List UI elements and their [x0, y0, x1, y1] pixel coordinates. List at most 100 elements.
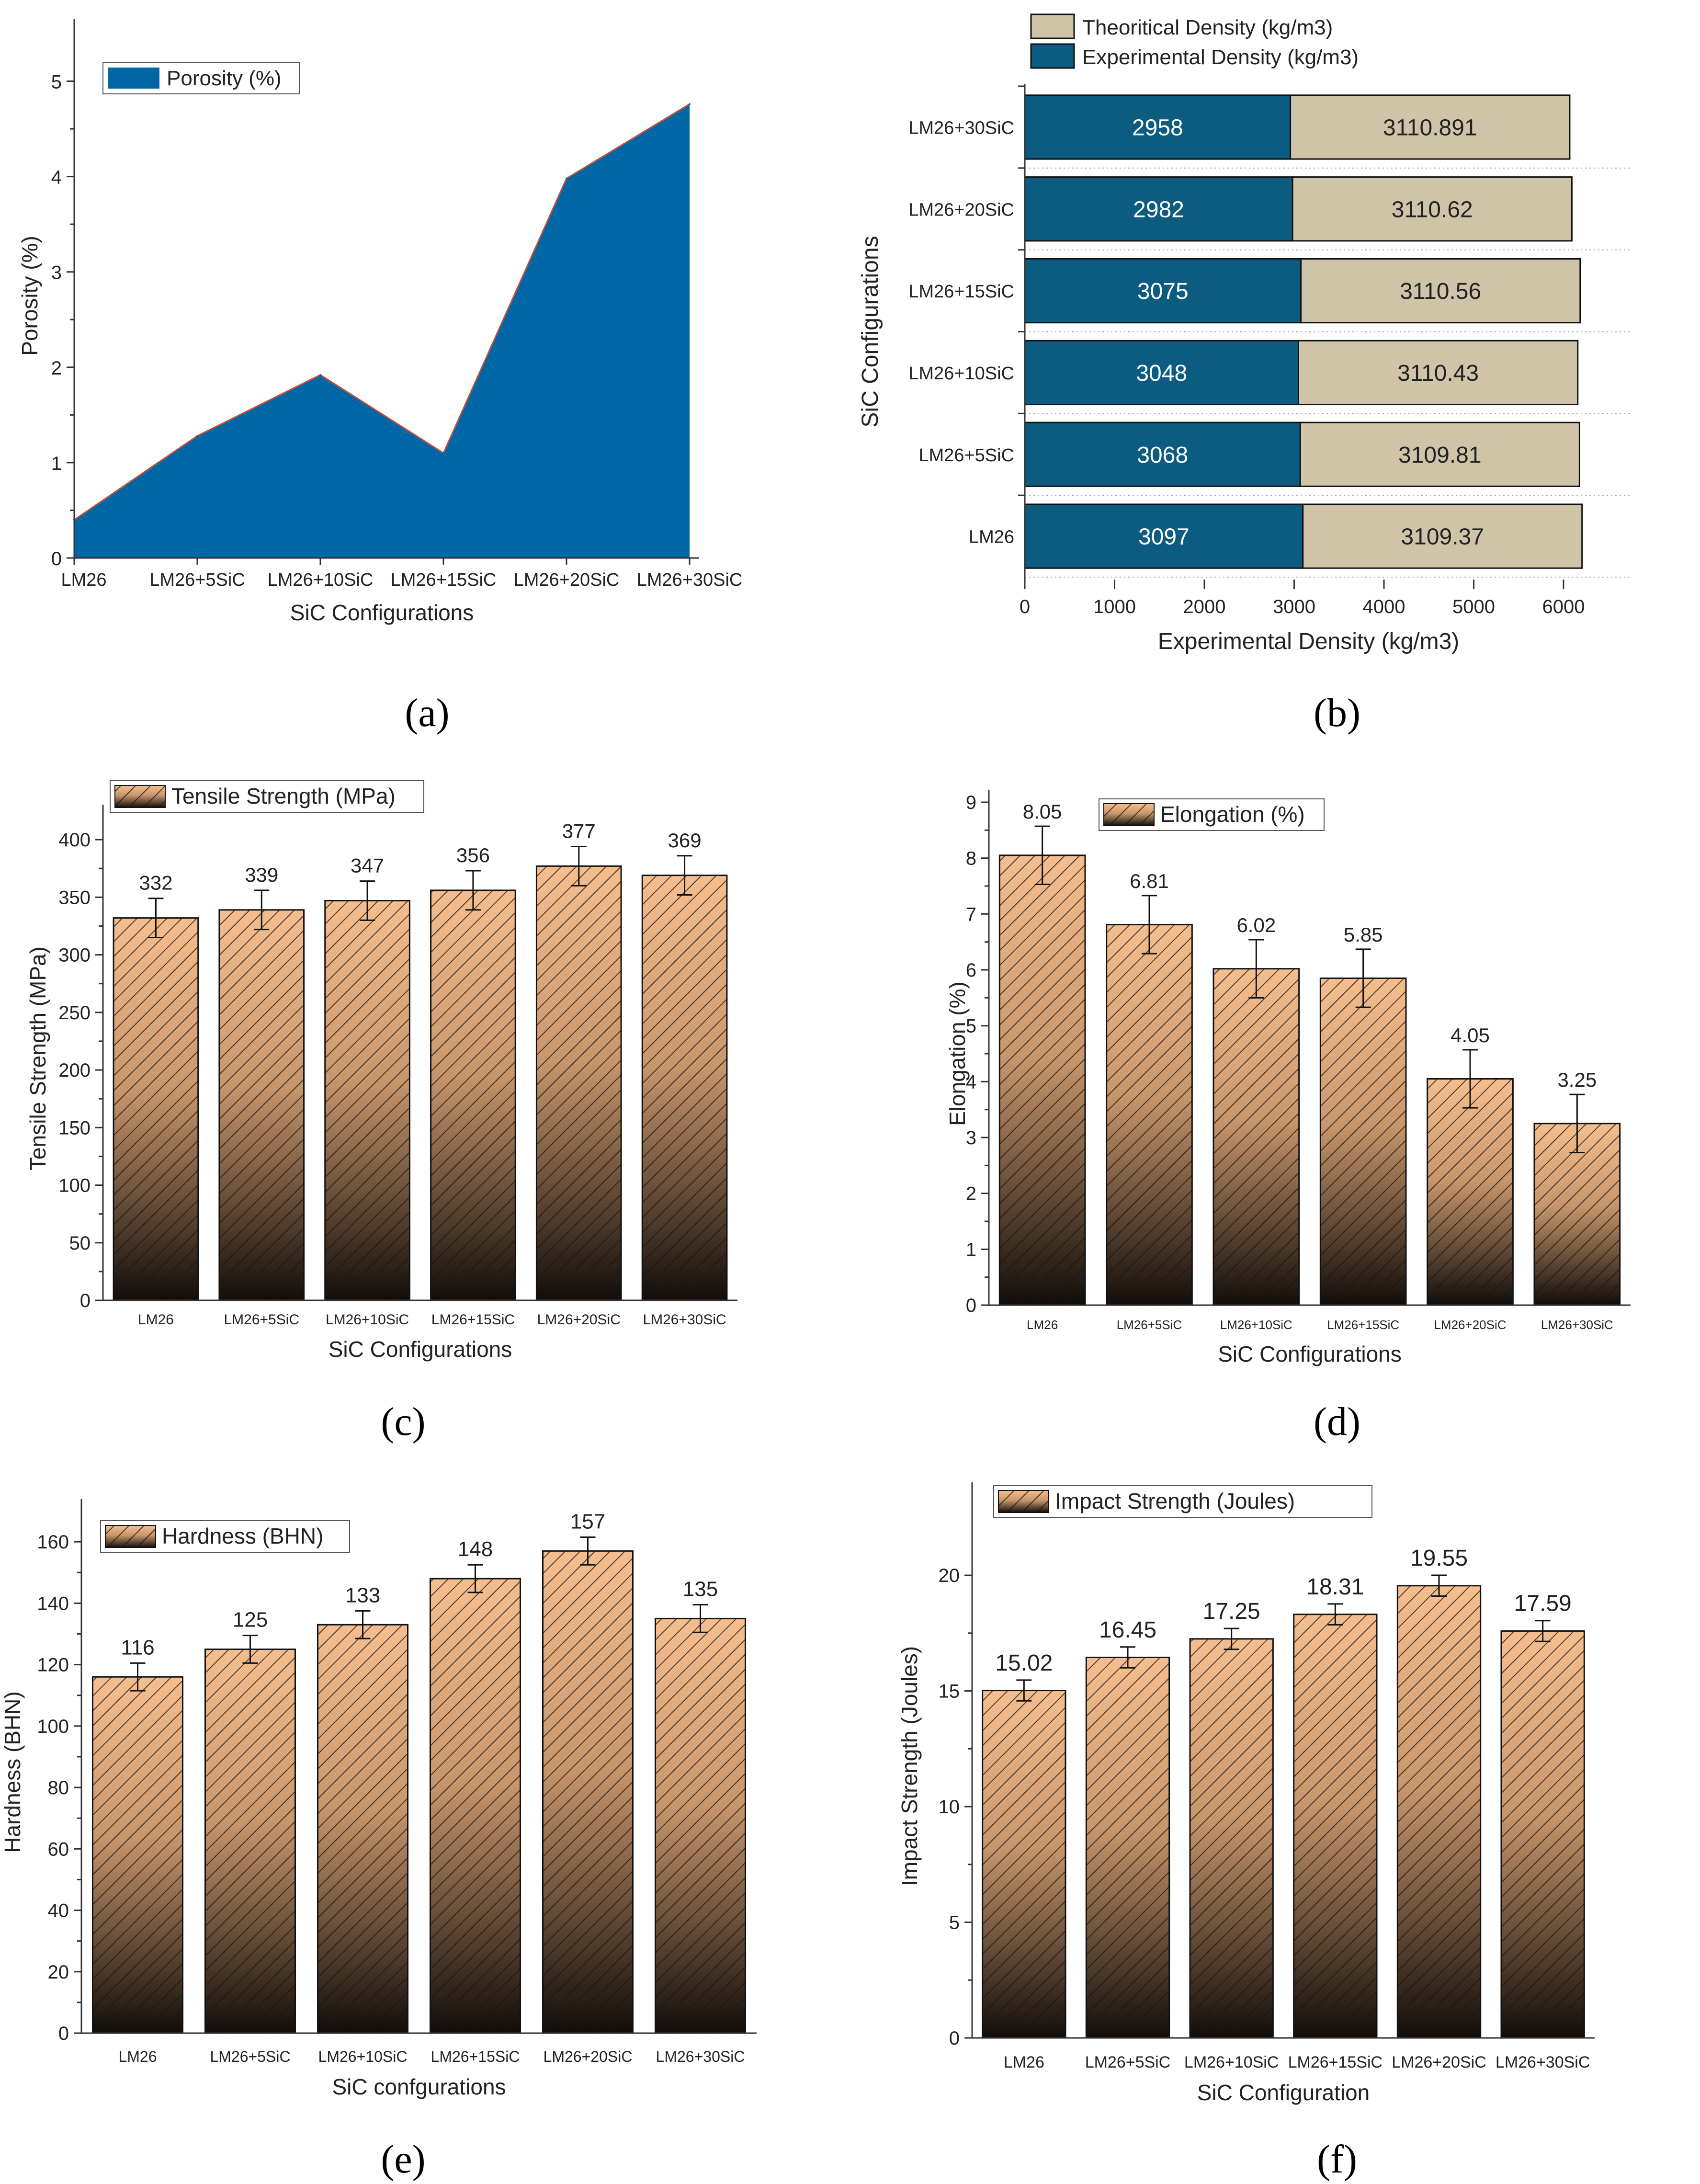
x-tick-label-b: 1000 [1093, 596, 1136, 617]
bar-hatch [1319, 978, 1407, 1306]
y-tick-label-b: LM26+15SiC [908, 282, 1014, 302]
legend-box [993, 1485, 1372, 1518]
value-label: 125 [233, 1608, 268, 1632]
bar-hatch [324, 900, 410, 1301]
value-label: 5.85 [1344, 923, 1383, 946]
bar-hatch [542, 1550, 634, 2034]
x-tick-label-a: LM26+5SiC [149, 570, 245, 590]
y-tick-label: 6 [966, 960, 976, 981]
y-axis-title: Hardness (BHN) [0, 1691, 25, 1853]
y-tick-label-b: LM26+10SiC [908, 364, 1014, 384]
value-label: 4.05 [1451, 1024, 1490, 1046]
x-tick-label: LM26+20SiC [537, 1312, 621, 1328]
y-tick-label: 5 [966, 1016, 976, 1037]
bar-hatch [1427, 1078, 1514, 1306]
value-label-theoretical: 3110.62 [1392, 197, 1473, 222]
legend-label: Hardness (BHN) [162, 1524, 323, 1548]
x-tick-label: LM26+5SiC [224, 1312, 299, 1328]
value-label: 17.25 [1203, 1599, 1260, 1624]
y-tick-label-b: LM26+30SiC [908, 118, 1014, 138]
y-tick-label: 120 [37, 1655, 69, 1676]
panel-label-a: (a) [405, 691, 450, 735]
bar-hatch [1085, 1657, 1170, 2039]
y-tick-label: 4 [966, 1071, 976, 1092]
x-tick-label: LM26+10SiC [1220, 1318, 1292, 1332]
value-label: 18.31 [1306, 1574, 1364, 1600]
bar-hatch [1396, 1585, 1482, 2039]
porosity-area [74, 104, 690, 558]
value-label-theoretical: 3110.43 [1397, 361, 1479, 386]
y-tick-label-b: LM26+5SiC [918, 445, 1014, 466]
x-tick-label-b: 5000 [1452, 596, 1495, 617]
y-tick-label: 200 [58, 1060, 91, 1081]
porosity-point [689, 103, 691, 105]
y-tick-label: 0 [58, 2023, 69, 2044]
bar-hatch [998, 854, 1086, 1306]
x-tick-label: LM26 [1004, 2053, 1044, 2071]
panel-label-f: (f) [1317, 2137, 1357, 2182]
bar-experimental [1024, 503, 1304, 569]
chart-a-svg: 0 1 2 3 4 5 LM26 LM26+5SiC LM26+10SiC LM26+15SiC L… [17, 19, 743, 625]
y-tick-label: 300 [58, 945, 91, 966]
value-label: 332 [139, 872, 172, 894]
bar-experimental [1024, 340, 1299, 406]
bar-hatch [1293, 1614, 1378, 2039]
bar-hatch [92, 1676, 183, 2034]
bar-hatch [1500, 1630, 1585, 2039]
x-axis-title: SiC Configurations [1218, 1342, 1402, 1366]
value-label: 15.02 [995, 1650, 1053, 1676]
value-label-experimental: 3075 [1137, 279, 1189, 304]
legend-swatch-a [108, 68, 159, 89]
x-tick-label-b: 2000 [1183, 596, 1226, 617]
x-tick-label-b: 0 [1020, 596, 1030, 617]
value-label: 19.55 [1410, 1546, 1468, 1571]
bar-hatch [430, 1578, 521, 2034]
bar-hatch [204, 1649, 296, 2034]
y-tick-label: 7 [966, 904, 976, 925]
value-label: 17.59 [1514, 1591, 1572, 1616]
value-label: 356 [456, 844, 490, 866]
value-label: 157 [570, 1510, 605, 1534]
bar-theoretical [1290, 94, 1571, 160]
y-tick-label: 150 [58, 1117, 91, 1138]
x-tick-label: LM26+5SiC [210, 2048, 290, 2065]
x-tick-label-a: LM26+15SiC [391, 570, 497, 590]
x-tick-label-a: LM26+20SiC [514, 570, 620, 590]
bar-hatch [317, 1624, 408, 2034]
x-tick-label-a: LM26+30SiC [637, 570, 743, 590]
x-tick-label: LM26+30SiC [643, 1312, 726, 1328]
x-tick-label: LM26 [1027, 1318, 1058, 1332]
bar-theoretical [1292, 176, 1573, 242]
value-label: 116 [121, 1636, 154, 1659]
panel-label-e: (e) [381, 2137, 426, 2182]
x-tick-label: LM26+10SiC [1184, 2053, 1279, 2071]
x-axis-title: SiC Configurations [329, 1337, 512, 1362]
bar-hatch [1106, 924, 1193, 1306]
chart-d-elongation: 8.05 LM26 6.81 LM26+5SiC 6.02 LM26+10SiC 5.85 L… [850, 757, 1700, 1456]
chart-d-svg: 8.05 LM26 6.81 LM26+5SiC 6.02 LM26+10SiC 5.85 L… [945, 790, 1631, 1366]
panel-label-d: (d) [1314, 1399, 1360, 1444]
y-tick-label: 350 [58, 887, 91, 908]
y-tick-label: 100 [58, 1175, 91, 1196]
x-tick-label: LM26+20SiC [1434, 1318, 1506, 1332]
chart-b-svg: 3097 3109.37 LM26 3068 3109.81 LM26+5SiC 3048 3… [858, 13, 1631, 654]
bar-hatch [982, 1690, 1066, 2039]
panel-label-c: (c) [381, 1399, 426, 1444]
y-axis-title: Impact Strength (Joules) [897, 1646, 922, 1886]
value-label-experimental: 3048 [1136, 361, 1187, 386]
legend-swatch-hatch [114, 785, 166, 808]
value-label: 133 [345, 1583, 380, 1607]
bar-experimental [1024, 94, 1292, 160]
y-tick-label-a: 2 [51, 358, 62, 379]
x-tick-label: LM26+15SiC [431, 2048, 520, 2065]
legend-swatch-hatch [998, 1490, 1049, 1513]
chart-b-density: 3097 3109.37 LM26 3068 3109.81 LM26+5SiC 3048 3… [850, 0, 1700, 735]
y-axis-title-a: Porosity (%) [17, 236, 42, 355]
chart-c-svg: 332 LM26 339 LM26+5SiC 347 LM26+10SiC 356 LM26+… [25, 780, 737, 1362]
value-label: 8.05 [1023, 800, 1062, 823]
value-label: 148 [458, 1537, 493, 1561]
y-axis-title: Elongation (%) [945, 981, 970, 1126]
bar-theoretical [1298, 340, 1579, 406]
x-tick-label: LM26 [138, 1312, 174, 1328]
x-tick-label: LM26+30SiC [1496, 2053, 1590, 2071]
